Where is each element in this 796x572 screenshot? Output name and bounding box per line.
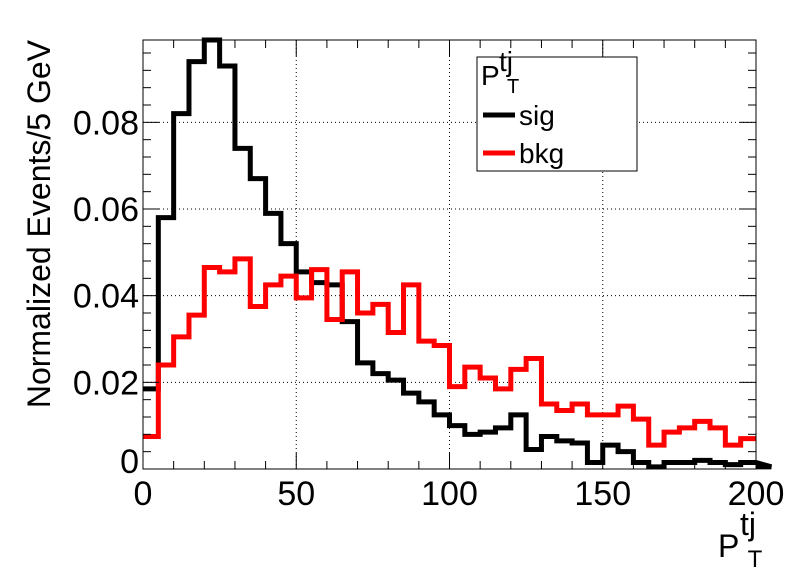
y-tick-label: 0.02 — [73, 364, 139, 402]
y-tick-label: 0 — [120, 443, 139, 481]
series-bkg-line — [143, 256, 756, 448]
series-sig-line — [143, 37, 773, 470]
legend-title-sup: tj — [499, 46, 513, 77]
tick-labels: 0 50 100 150 200 0 0.02 0.04 0.06 0.08 — [73, 104, 785, 513]
y-tick-label: 0.06 — [73, 191, 139, 229]
x-tick-label: 0 — [134, 475, 153, 513]
x-axis-title: P T — [718, 528, 763, 572]
legend-entries: sig bkg — [483, 100, 564, 169]
legend-title: P T — [481, 60, 519, 98]
x-tick-label: 150 — [574, 475, 631, 513]
legend: P T tj sig bkg — [476, 46, 638, 172]
x-axis-title-sup: tj — [740, 506, 756, 542]
legend-label-bkg: bkg — [519, 138, 564, 169]
x-axis-title-sub: T — [748, 546, 763, 572]
legend-title-base: P — [481, 60, 499, 91]
y-tick-label: 0.08 — [73, 104, 139, 142]
legend-title-sub: T — [507, 76, 519, 98]
x-tick-label: 50 — [277, 475, 315, 513]
y-tick-label: 0.04 — [73, 278, 139, 316]
axis-ticks — [142, 40, 757, 470]
legend-label-sig: sig — [519, 100, 555, 131]
x-axis-title-base: P — [718, 528, 739, 564]
x-tick-label: 200 — [728, 475, 785, 513]
y-axis-title: Normalized Events/5 GeV — [21, 39, 57, 408]
x-tick-label: 100 — [421, 475, 478, 513]
series-layer — [143, 37, 773, 470]
